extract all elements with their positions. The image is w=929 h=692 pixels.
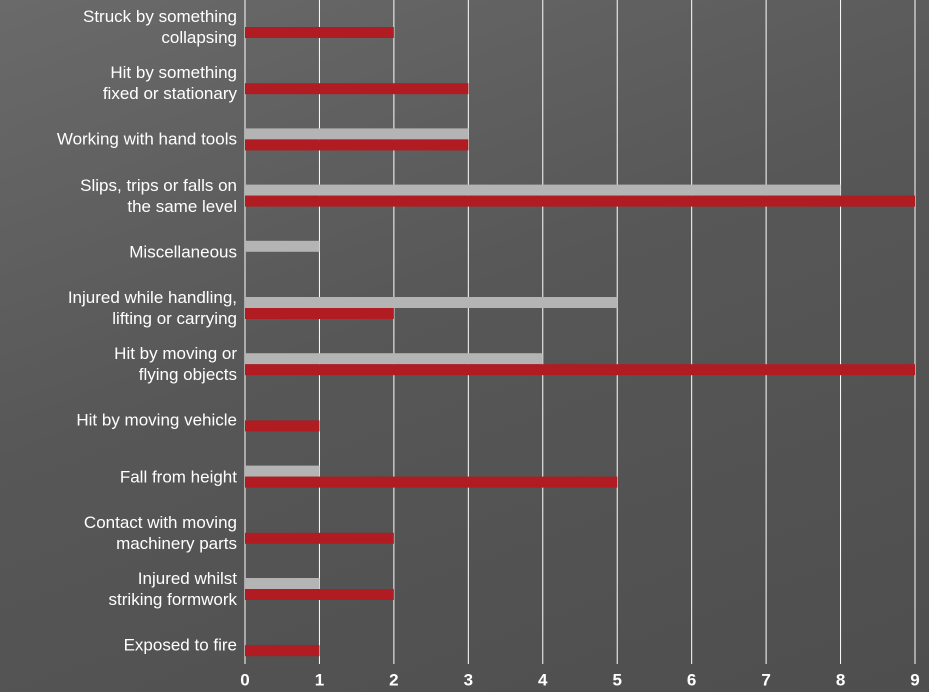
category-label: Hit by moving or flying objects — [114, 344, 237, 385]
bar — [245, 465, 320, 477]
category-label: Contact with moving machinery parts — [83, 512, 237, 553]
bar — [245, 184, 841, 196]
x-tick-label: 4 — [538, 670, 548, 689]
bar — [245, 645, 320, 657]
bar — [245, 297, 618, 308]
category-label: Struck by something collapsing — [82, 7, 237, 47]
category-label: Working with hand tools — [56, 129, 237, 149]
category-label: Slips, trips or falls on the same level — [80, 175, 237, 216]
bar — [245, 364, 915, 376]
x-tick-label: 0 — [240, 670, 249, 689]
bar — [245, 476, 618, 488]
category-label: Injured while handling, lifting or carry… — [67, 288, 237, 328]
x-tick-label: 8 — [836, 670, 845, 689]
x-tick-label: 6 — [687, 670, 696, 689]
bar — [245, 139, 469, 151]
x-tick-label: 5 — [612, 670, 621, 689]
bar — [245, 420, 320, 432]
x-tick-label: 9 — [910, 670, 919, 689]
x-tick-label: 7 — [761, 670, 770, 689]
bar — [245, 578, 320, 589]
bar — [245, 195, 915, 207]
category-label: Hit by something fixed or stationary — [102, 63, 237, 104]
category-label: Miscellaneous — [129, 242, 237, 262]
x-tick-label: 2 — [389, 670, 398, 689]
category-label: Injured whilst striking formwork — [108, 569, 237, 609]
category-label: Fall from height — [119, 467, 237, 487]
bar — [245, 240, 320, 252]
category-label: Exposed to fire — [123, 635, 237, 655]
category-label: Hit by moving vehicle — [76, 410, 237, 430]
x-tick-label: 1 — [315, 670, 324, 689]
bar — [245, 27, 394, 38]
bar — [245, 353, 543, 365]
bar — [245, 589, 394, 600]
bar — [245, 128, 469, 140]
x-tick-label: 3 — [464, 670, 473, 689]
bar — [245, 83, 469, 95]
bar — [245, 532, 394, 544]
bar — [245, 308, 394, 319]
